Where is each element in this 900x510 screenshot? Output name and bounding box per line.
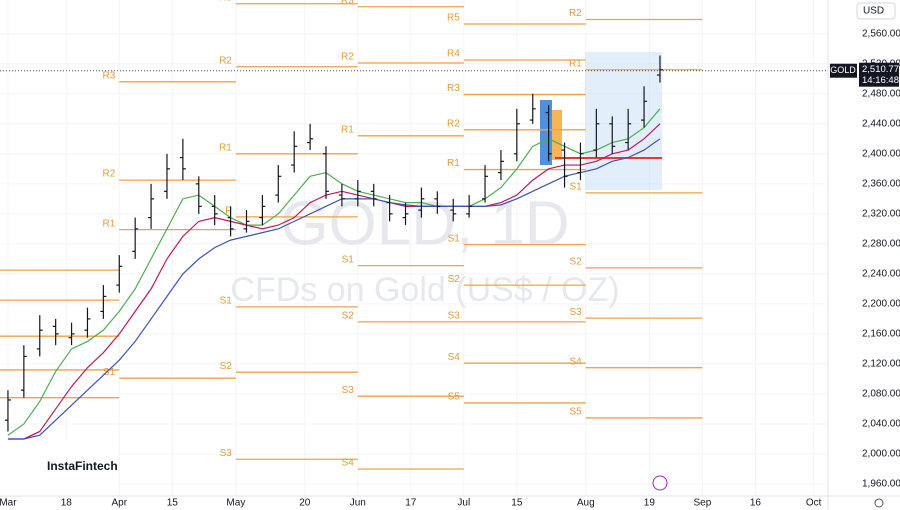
pivot-label: R2: [447, 118, 460, 129]
moving-average: [7, 138, 661, 440]
time-axis: [0, 496, 900, 510]
y-tick-label: 2,120.00: [862, 359, 900, 370]
y-tick-label: 2,480.00: [862, 88, 900, 99]
pivot-label: S1: [103, 367, 116, 378]
x-tick-label: 15: [167, 498, 179, 509]
overlay: 1,960.00 2,000.00 2,040.00 2,080.00 2,120.00…: [0, 28, 900, 508]
pivot-label: R1: [341, 124, 354, 135]
pivot-label: R3: [447, 83, 460, 94]
pivot-label: R2: [569, 8, 582, 19]
pivot-label: R2: [219, 55, 232, 66]
settings-icon[interactable]: [874, 498, 884, 508]
pivot-label: S2: [448, 274, 461, 285]
pivot-label: S3: [342, 385, 355, 396]
logo-box: [0, 440, 118, 496]
pivot-label: S4: [342, 458, 355, 469]
pivot-label: S1: [448, 233, 461, 244]
symbol: GOLD: [830, 65, 856, 75]
x-tick-label: Mar: [0, 498, 17, 509]
countdown: 14:16:48: [862, 75, 899, 86]
pivot-label: R2: [102, 169, 115, 180]
logo: InstaFintech: [47, 459, 118, 473]
pivot-label: R3: [219, 0, 232, 3]
x-tick-label: Apr: [111, 498, 127, 509]
profile-bars: [552, 110, 562, 160]
pivot-label: S3: [570, 307, 583, 318]
pivot-label: R1: [447, 158, 460, 169]
pivot-label: R4: [447, 49, 460, 60]
x-tick-label: 17: [405, 498, 417, 509]
pivot-label: S3: [220, 448, 233, 459]
pivot-label: R2: [341, 52, 354, 63]
x-tick-label: 20: [299, 498, 311, 509]
x-tick-label: 16: [750, 498, 762, 509]
x-tick-label: Jun: [350, 498, 366, 509]
y-tick-label: 2,440.00: [862, 118, 900, 129]
y-tick-label: 2,160.00: [862, 329, 900, 340]
grid: [0, 0, 828, 496]
x-tick-label: Sep: [693, 498, 711, 509]
x-tick-label: Jul: [457, 498, 470, 509]
y-tick-label: 2,240.00: [862, 269, 900, 280]
y-tick-label: 2,280.00: [862, 239, 900, 250]
pivot-label: R1: [102, 218, 115, 229]
pivot-label: S2: [342, 311, 355, 322]
pivot-label: S3: [448, 311, 461, 322]
price-tag: [859, 62, 899, 87]
y-tick-label: 2,000.00: [862, 449, 900, 460]
plot: 54321R3R2R1S1R3R2R1PS1S2S3R3R2R1S1S2S3S4…: [0, 0, 828, 470]
pivot-label: S4: [448, 352, 461, 363]
currency[interactable]: USD: [863, 6, 884, 17]
profile-bars: [540, 100, 552, 165]
pivot-label: R5: [447, 13, 460, 24]
x-tick-label: 15: [511, 498, 523, 509]
pivot-label: R1: [219, 142, 232, 153]
pivot-label: S5: [570, 407, 583, 418]
event-icon[interactable]: [652, 475, 668, 491]
symbol-tag: [830, 63, 857, 78]
pivot-label: R3: [102, 70, 115, 81]
pivot-label: R1: [569, 58, 582, 69]
y-tick-label: 2,200.00: [862, 299, 900, 310]
watermark-title: GOLD, 1D: [280, 189, 569, 258]
pivot-label: P: [225, 205, 232, 216]
pivot-label: S5: [448, 392, 461, 403]
moving-average: [7, 123, 661, 440]
x-tick-label: Oct: [806, 498, 822, 509]
pivot-label: S2: [570, 257, 583, 268]
pivot-label: S1: [342, 254, 355, 265]
x-tick-label: Aug: [577, 498, 595, 509]
pivot-label: S1: [220, 296, 233, 307]
y-tick-label: 2,080.00: [862, 389, 900, 400]
y-tick-label: 2,560.00: [862, 28, 900, 39]
watermark-subtitle: CFDs on Gold (US$ / OZ): [230, 271, 619, 309]
y-tick-label: 2,320.00: [862, 208, 900, 219]
pivot-label: S1: [570, 181, 583, 192]
x-tick-label: May: [226, 498, 245, 509]
x-tick-label: 19: [644, 498, 656, 509]
moving-average: [7, 108, 661, 436]
y-tick-label: 2,400.00: [862, 148, 900, 159]
currency-button[interactable]: [856, 2, 896, 20]
y-tick-label: 2,360.00: [862, 178, 900, 189]
last-price: 2,510.77: [862, 64, 899, 75]
pivot-label: R3: [341, 0, 354, 6]
pivot-label: S2: [220, 361, 233, 372]
y-tick-label: 2,040.00: [862, 419, 900, 430]
y-tick-label: 1,960.00: [862, 479, 900, 490]
x-tick-label: 18: [61, 498, 73, 509]
pivot-label: S4: [570, 356, 583, 367]
